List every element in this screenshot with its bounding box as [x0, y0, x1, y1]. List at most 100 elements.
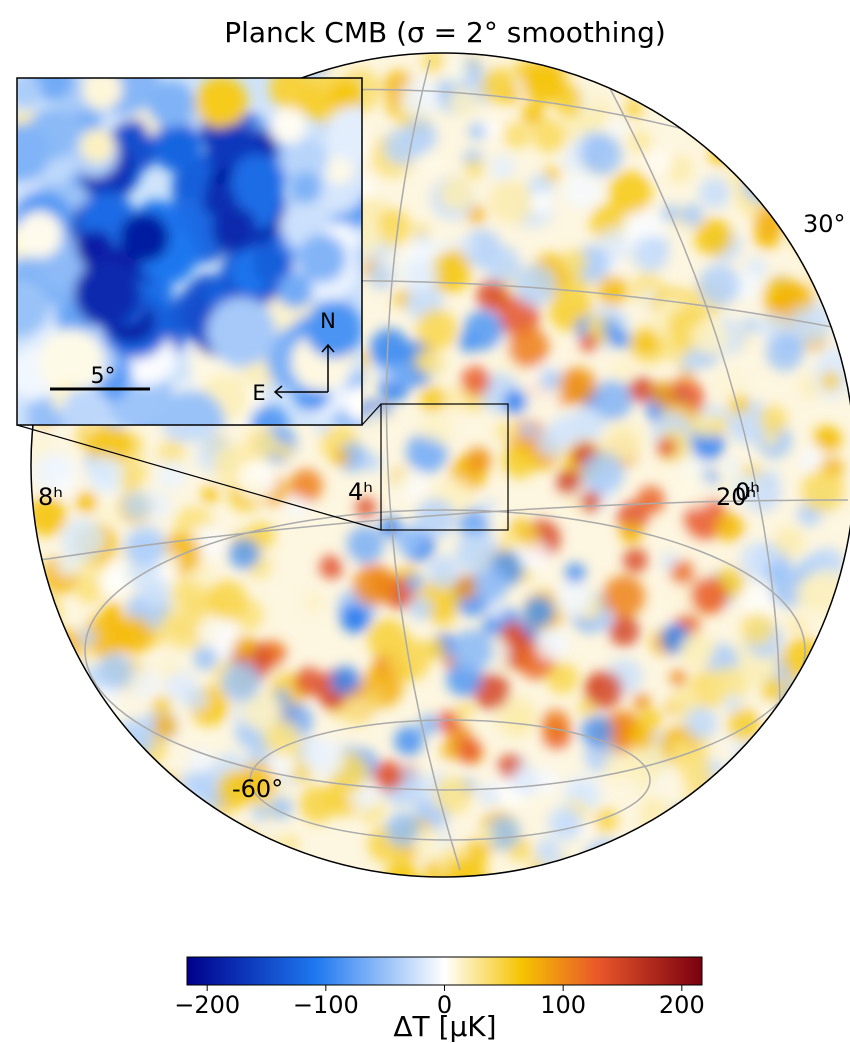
texture — [47, 753, 74, 780]
texture — [414, 829, 446, 861]
texture — [443, 59, 468, 84]
texture — [809, 661, 848, 700]
texture — [341, 696, 372, 727]
texture — [666, 63, 704, 101]
texture — [716, 799, 735, 818]
texture — [769, 103, 810, 144]
texture — [742, 166, 778, 202]
texture — [801, 104, 833, 136]
texture — [442, 386, 467, 411]
texture — [723, 773, 763, 813]
texture — [806, 726, 830, 750]
texture — [715, 513, 744, 542]
texture — [416, 499, 456, 539]
texture — [68, 666, 85, 683]
texture — [580, 87, 604, 111]
texture — [376, 210, 412, 246]
texture — [833, 844, 849, 860]
texture — [75, 769, 100, 794]
texture — [76, 491, 98, 513]
graticule-label: 30° — [803, 210, 846, 238]
texture — [160, 853, 187, 880]
texture — [164, 54, 188, 78]
texture — [54, 686, 85, 717]
texture — [182, 771, 207, 796]
texture — [821, 116, 850, 156]
texture — [815, 426, 841, 452]
texture — [305, 593, 324, 612]
texture — [448, 87, 477, 116]
texture — [333, 449, 349, 465]
texture — [768, 119, 797, 148]
texture — [457, 237, 476, 256]
texture — [504, 122, 531, 149]
texture — [52, 679, 89, 716]
texture — [620, 55, 664, 99]
texture — [82, 69, 122, 109]
texture — [264, 720, 300, 756]
texture — [157, 460, 186, 489]
texture — [798, 142, 836, 180]
texture — [775, 791, 807, 823]
colorbar-tick-label: 0 — [437, 991, 452, 1019]
texture — [95, 765, 139, 809]
texture — [258, 833, 290, 865]
texture — [536, 628, 568, 660]
texture — [633, 693, 651, 711]
colorbar — [187, 957, 702, 985]
texture — [761, 147, 780, 166]
texture — [420, 386, 446, 412]
texture — [74, 261, 140, 327]
texture — [812, 690, 850, 729]
texture — [102, 746, 127, 771]
texture — [633, 331, 657, 355]
texture — [487, 601, 504, 618]
texture — [417, 309, 458, 350]
texture — [175, 824, 205, 854]
texture — [290, 172, 322, 204]
texture — [550, 414, 583, 447]
texture — [597, 275, 628, 306]
texture — [154, 774, 180, 800]
texture — [490, 155, 515, 180]
texture — [559, 367, 597, 405]
texture — [670, 669, 687, 686]
texture — [537, 838, 557, 858]
texture — [368, 263, 395, 290]
texture — [580, 134, 622, 176]
texture — [806, 246, 822, 262]
texture — [657, 438, 676, 457]
texture — [712, 770, 755, 813]
texture — [72, 47, 103, 78]
texture — [78, 230, 113, 265]
texture — [427, 229, 444, 246]
texture — [207, 297, 276, 366]
texture — [353, 564, 395, 606]
texture — [691, 319, 728, 356]
texture — [699, 177, 730, 208]
texture — [450, 630, 493, 673]
texture — [81, 59, 101, 79]
texture — [798, 825, 832, 859]
texture — [412, 439, 444, 471]
texture — [22, 591, 62, 631]
texture — [668, 805, 706, 843]
colorbar-tick-label: −200 — [174, 991, 240, 1019]
texture — [800, 51, 828, 79]
texture — [564, 172, 601, 209]
texture — [41, 732, 81, 772]
texture — [786, 757, 806, 777]
texture — [489, 180, 532, 223]
texture — [723, 457, 739, 473]
texture — [457, 738, 482, 763]
texture — [252, 804, 269, 821]
texture — [685, 707, 718, 740]
texture — [771, 741, 787, 757]
texture — [742, 797, 758, 813]
graticule-label: 4ʰ — [348, 478, 373, 506]
texture — [710, 416, 729, 435]
texture — [781, 682, 817, 718]
scale-label: 5° — [91, 364, 116, 389]
texture — [623, 548, 648, 573]
texture — [555, 580, 592, 617]
